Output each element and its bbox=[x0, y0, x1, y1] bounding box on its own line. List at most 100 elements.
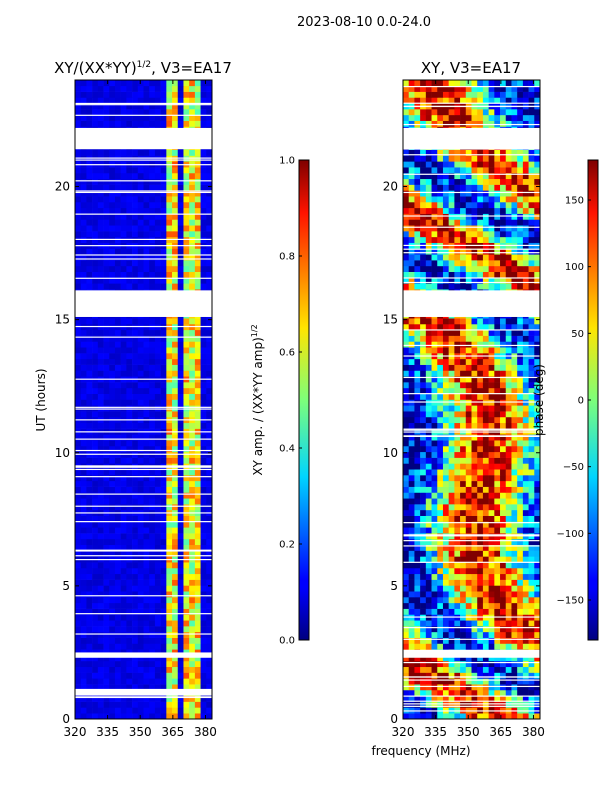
heatmap-cell bbox=[522, 538, 529, 546]
heatmap-cell bbox=[414, 562, 421, 569]
heatmap-cell bbox=[183, 480, 190, 487]
heatmap-cell bbox=[177, 85, 184, 92]
heatmap-cell bbox=[137, 271, 144, 278]
heatmap-cell bbox=[172, 283, 179, 290]
heatmap-cell bbox=[206, 504, 212, 511]
heatmap-cell bbox=[137, 347, 144, 354]
heatmap-cell bbox=[86, 178, 93, 185]
heatmap-cell bbox=[454, 643, 461, 650]
heatmap-cell bbox=[114, 347, 121, 354]
heatmap-cell bbox=[206, 655, 212, 662]
heatmap-cell bbox=[75, 254, 82, 261]
heatmap-cell bbox=[500, 504, 507, 511]
heatmap-cell bbox=[160, 678, 167, 685]
panel1-title: XY/(XX*YY)1/2, V3=EA17 bbox=[54, 59, 232, 77]
heatmap-cell bbox=[149, 521, 156, 528]
heatmap-cell bbox=[126, 597, 133, 604]
heatmap-cell bbox=[132, 178, 139, 185]
heatmap-cell bbox=[166, 411, 173, 418]
heatmap-cell bbox=[488, 178, 495, 185]
heatmap-cell bbox=[97, 626, 104, 633]
heatmap-cell bbox=[471, 504, 478, 511]
heatmap-cell bbox=[114, 660, 121, 668]
heatmap-cell bbox=[511, 405, 518, 412]
heatmap-cell bbox=[425, 219, 432, 226]
heatmap-cell bbox=[166, 655, 173, 662]
heatmap-cell bbox=[414, 713, 421, 719]
heatmap-cell bbox=[154, 382, 161, 389]
heatmap-cell bbox=[420, 538, 427, 546]
heatmap-cell bbox=[477, 364, 484, 371]
heatmap-cell bbox=[494, 689, 501, 697]
heatmap-cell bbox=[75, 370, 82, 377]
heatmap-cell bbox=[200, 620, 207, 627]
heatmap-cell bbox=[431, 521, 438, 528]
heatmap-cell bbox=[80, 318, 87, 325]
heatmap-cell bbox=[189, 335, 196, 342]
heatmap-cell bbox=[194, 91, 201, 98]
heatmap-cell bbox=[420, 562, 427, 569]
heatmap-cell bbox=[172, 399, 179, 406]
heatmap-cell bbox=[137, 660, 144, 668]
heatmap-cell bbox=[189, 254, 196, 261]
heatmap-cell bbox=[442, 219, 449, 226]
heatmap-cell bbox=[206, 91, 212, 98]
heatmap-cell bbox=[500, 602, 507, 609]
heatmap-cell bbox=[86, 184, 93, 191]
heatmap-cell bbox=[477, 672, 484, 679]
heatmap-cell bbox=[505, 591, 512, 598]
heatmap-cell bbox=[109, 434, 116, 441]
heatmap-cell bbox=[517, 382, 524, 389]
heatmap-cell bbox=[471, 660, 478, 668]
heatmap-cell bbox=[132, 190, 139, 197]
heatmap-cell bbox=[477, 573, 484, 580]
heatmap-cell bbox=[500, 684, 507, 691]
heatmap-cell bbox=[511, 341, 518, 348]
heatmap-cell bbox=[206, 515, 212, 522]
heatmap-cell bbox=[420, 260, 427, 267]
heatmap-cell bbox=[200, 562, 207, 569]
heatmap-cell bbox=[494, 387, 501, 394]
heatmap-cell bbox=[149, 91, 156, 98]
heatmap-cell bbox=[160, 329, 167, 336]
heatmap-cell bbox=[522, 323, 529, 331]
heatmap-cell bbox=[437, 689, 444, 697]
heatmap-cell bbox=[86, 678, 93, 685]
heatmap-cell bbox=[200, 573, 207, 580]
heatmap-cell bbox=[522, 329, 529, 336]
heatmap-cell bbox=[517, 585, 524, 592]
heatmap-cell bbox=[460, 597, 467, 604]
heatmap-cell bbox=[143, 567, 150, 575]
heatmap-cell bbox=[528, 178, 535, 185]
heatmap-cell bbox=[534, 231, 540, 238]
heatmap-cell bbox=[103, 393, 110, 400]
heatmap-cell bbox=[460, 701, 467, 708]
heatmap-cell bbox=[494, 591, 501, 598]
heatmap-cell bbox=[194, 347, 201, 354]
heatmap-cell bbox=[437, 509, 444, 516]
heatmap-cell bbox=[206, 172, 212, 180]
heatmap-cell bbox=[80, 260, 87, 267]
heatmap-cell bbox=[403, 382, 410, 389]
heatmap-cell bbox=[522, 416, 529, 424]
heatmap-cell bbox=[206, 213, 212, 220]
heatmap-cell bbox=[517, 393, 524, 400]
heatmap-cell bbox=[75, 184, 82, 191]
heatmap-cell bbox=[408, 201, 415, 209]
heatmap-cell bbox=[200, 527, 207, 534]
heatmap-cell bbox=[109, 480, 116, 487]
heatmap-cell bbox=[200, 103, 207, 110]
heatmap-cell bbox=[200, 498, 207, 505]
heatmap-cell bbox=[534, 318, 540, 325]
heatmap-cell bbox=[511, 265, 518, 272]
heatmap-cell bbox=[143, 190, 150, 197]
heatmap-cell bbox=[403, 655, 410, 662]
heatmap-cell bbox=[149, 109, 156, 116]
heatmap-cell bbox=[149, 184, 156, 191]
heatmap-cell bbox=[431, 463, 438, 470]
heatmap-cell bbox=[505, 579, 512, 586]
heatmap-cell bbox=[126, 329, 133, 336]
heatmap-cell bbox=[494, 597, 501, 604]
heatmap-cell bbox=[86, 248, 93, 255]
heatmap-cell bbox=[448, 556, 455, 563]
